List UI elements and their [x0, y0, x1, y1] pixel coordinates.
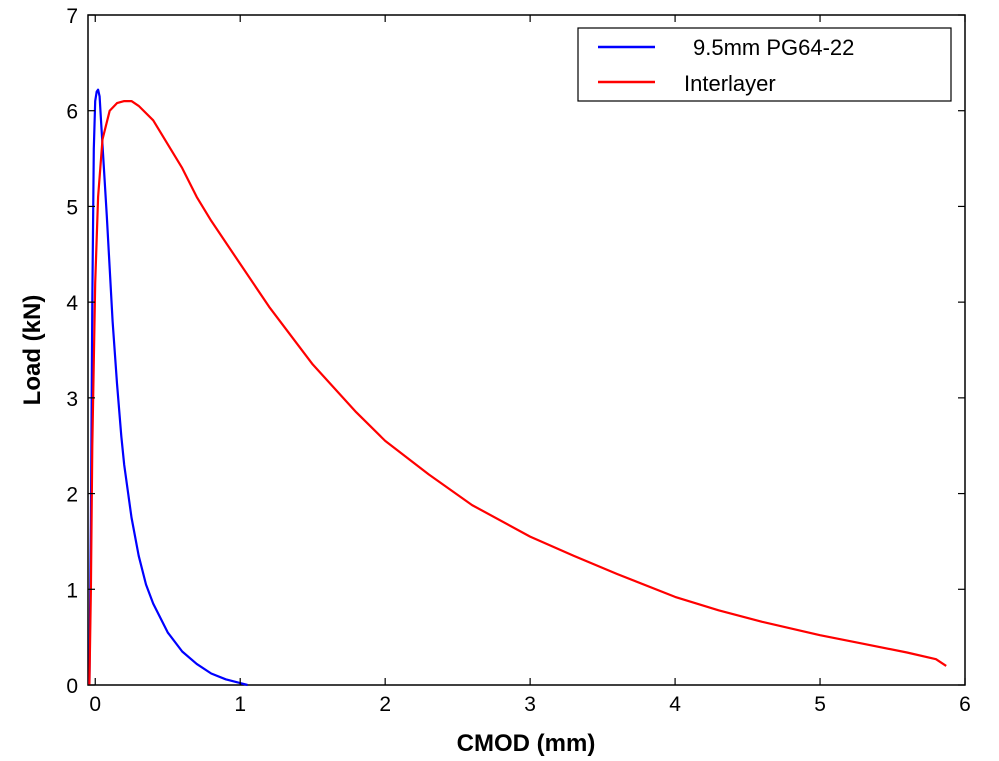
y-tick-label: 7 [66, 5, 78, 28]
legend-label-pg64: 9.5mm PG64-22 [693, 35, 854, 60]
plot-area [87, 14, 966, 686]
x-tick-label: 0 [89, 693, 101, 716]
y-tick-label: 3 [66, 388, 78, 411]
y-tick-label: 0 [66, 675, 78, 698]
series-line-interlayer [88, 99, 947, 686]
y-tick-label: 5 [66, 196, 78, 219]
y-tick-label: 1 [66, 579, 78, 602]
y-tick-label: 6 [66, 101, 78, 124]
data-layer [88, 88, 947, 687]
legend-label-interlayer: Interlayer [684, 71, 776, 96]
x-axis-title: CMOD (mm) [457, 730, 596, 757]
x-tick-label: 2 [379, 693, 391, 716]
y-tick-label: 4 [66, 292, 78, 315]
series-line-pg64 [88, 88, 248, 687]
x-tick-label: 6 [959, 693, 971, 716]
y-axis-title: Load (kN) [19, 295, 46, 406]
x-tick-label: 4 [669, 693, 681, 716]
legend-box [577, 27, 952, 102]
y-tick-label: 2 [66, 484, 78, 507]
tick-layer: 0 1 2 3 4 5 6 0 1 2 3 4 5 6 7 [66, 5, 971, 716]
x-tick-label: 1 [234, 693, 246, 716]
x-tick-label: 5 [814, 693, 826, 716]
legend: 9.5mm PG64-22 Interlayer [577, 27, 952, 102]
x-tick-label: 3 [524, 693, 536, 716]
